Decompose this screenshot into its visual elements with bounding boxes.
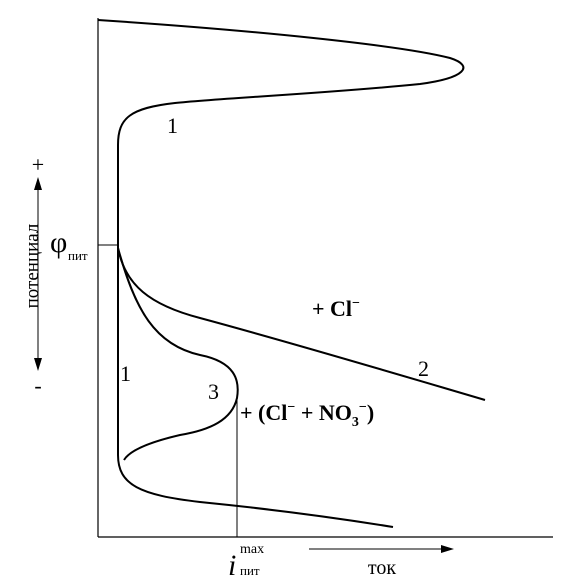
y-axis-label: потенциал <box>22 223 43 308</box>
phi-subscript: пит <box>68 248 88 263</box>
x-axis-label: ток <box>368 557 396 579</box>
i-superscript: max <box>240 542 264 557</box>
y-axis-arrow-down <box>34 358 42 371</box>
i-subscript: пит <box>240 563 260 578</box>
annotation-cl-no3: + (Cl− + NO3−) <box>240 400 374 430</box>
curve-label-1-lower: 1 <box>120 361 131 386</box>
y-axis-plus: + <box>32 152 44 177</box>
annotation-cl: + Cl− <box>312 296 360 321</box>
i-symbol: i <box>228 549 236 580</box>
curve-3 <box>117 247 239 461</box>
y-axis-arrow-up <box>34 177 42 190</box>
curve-2 <box>117 247 486 401</box>
phi-symbol: φ <box>50 226 67 259</box>
curve-1 <box>97 19 465 528</box>
y-axis-minus: - <box>34 373 41 398</box>
x-axis-arrow-head <box>441 545 454 553</box>
curve-label-2: 2 <box>418 356 429 381</box>
curve-label-3: 3 <box>208 379 219 404</box>
curve-label-1-upper: 1 <box>167 113 178 138</box>
